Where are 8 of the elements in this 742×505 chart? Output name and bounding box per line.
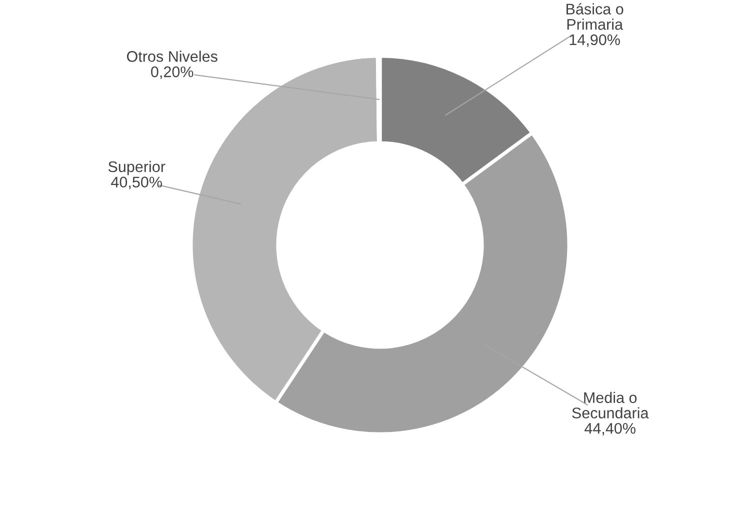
data-label: 40,50% xyxy=(111,176,162,190)
data-label: 14,90% xyxy=(570,34,620,47)
slice-label: Otros Niveles xyxy=(126,50,218,62)
data-label: 0,20% xyxy=(151,66,194,80)
slice-label: Media o Secundaria xyxy=(572,392,649,418)
slice-label: Básica o Primaria xyxy=(566,3,624,30)
slice-label: Superior xyxy=(108,160,166,176)
data-label: 44,40% xyxy=(584,422,636,436)
